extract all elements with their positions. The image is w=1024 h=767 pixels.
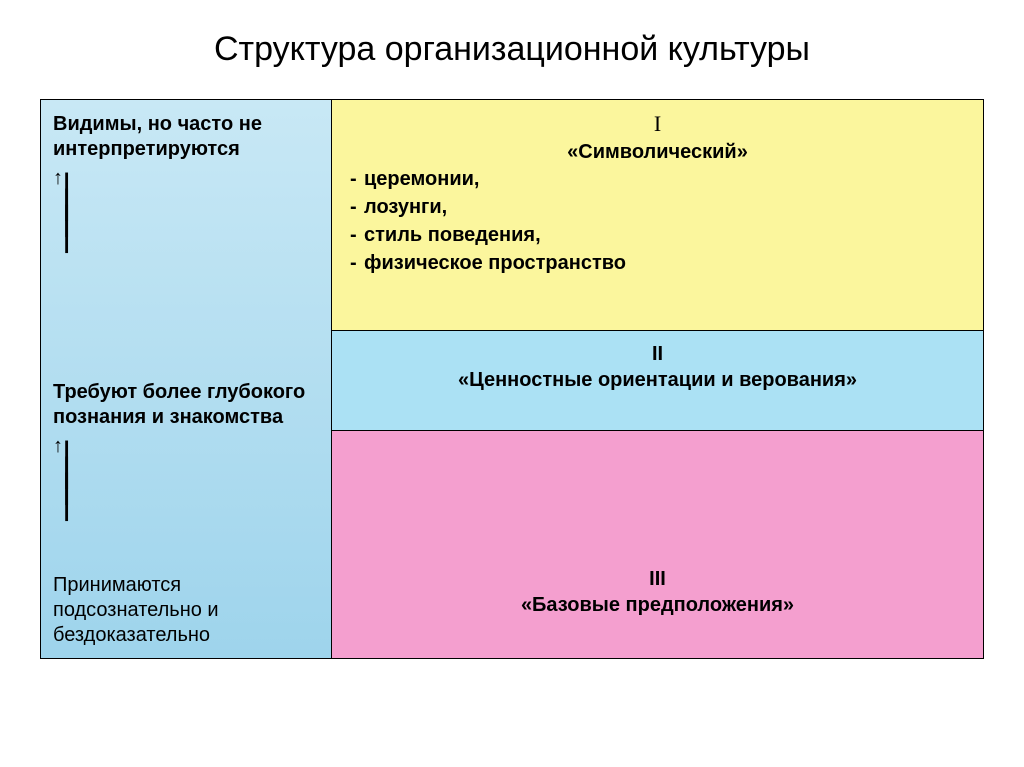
structure-diagram: Видимы, но часто не интерпретируются ↑ │…: [40, 99, 984, 659]
level-2-numeral: II: [652, 343, 663, 365]
list-item: -лозунги,: [350, 193, 965, 221]
left-annotation-column: Видимы, но часто не интерпретируются ↑ │…: [41, 100, 331, 658]
list-item: -церемонии,: [350, 165, 965, 193]
level-3-name: «Базовые предположения»: [521, 594, 794, 616]
levels-column: I «Символический» -церемонии, -лозунги, …: [331, 100, 983, 658]
list-item: -физическое пространство: [350, 249, 965, 277]
level-3-header: III «Базовые предположения»: [350, 566, 965, 618]
up-arrow-icon: ↑ │ │ │: [53, 168, 319, 236]
level-1-numeral: I: [654, 111, 661, 136]
slide: Структура организационной культуры Видим…: [0, 0, 1024, 767]
left-label-top-block: Видимы, но часто не интерпретируются ↑ │…: [53, 112, 319, 248]
left-label-2: Требуют более глубокого познания и знако…: [53, 380, 319, 430]
left-label-1: Видимы, но часто не интерпретируются: [53, 112, 319, 162]
level-3: III «Базовые предположения»: [331, 430, 983, 658]
level-2-header: II «Ценностные ориентации и верования»: [350, 341, 965, 393]
level-3-numeral: III: [649, 568, 666, 590]
list-item: -стиль поведения,: [350, 221, 965, 249]
left-label-middle-block: Требуют более глубокого познания и знако…: [53, 380, 319, 516]
level-1-name: «Символический»: [567, 141, 748, 163]
level-1-header: I «Символический»: [350, 110, 965, 165]
up-arrow-icon: ↑ │ │ │: [53, 436, 319, 504]
level-1: I «Символический» -церемонии, -лозунги, …: [331, 100, 983, 330]
left-label-3: Принимаются подсознательно и бездоказате…: [53, 573, 319, 648]
slide-title: Структура организационной культуры: [40, 30, 984, 69]
level-2: II «Ценностные ориентации и верования»: [331, 330, 983, 430]
level-1-items: -церемонии, -лозунги, -стиль поведения, …: [350, 165, 965, 277]
level-2-name: «Ценностные ориентации и верования»: [458, 369, 857, 391]
